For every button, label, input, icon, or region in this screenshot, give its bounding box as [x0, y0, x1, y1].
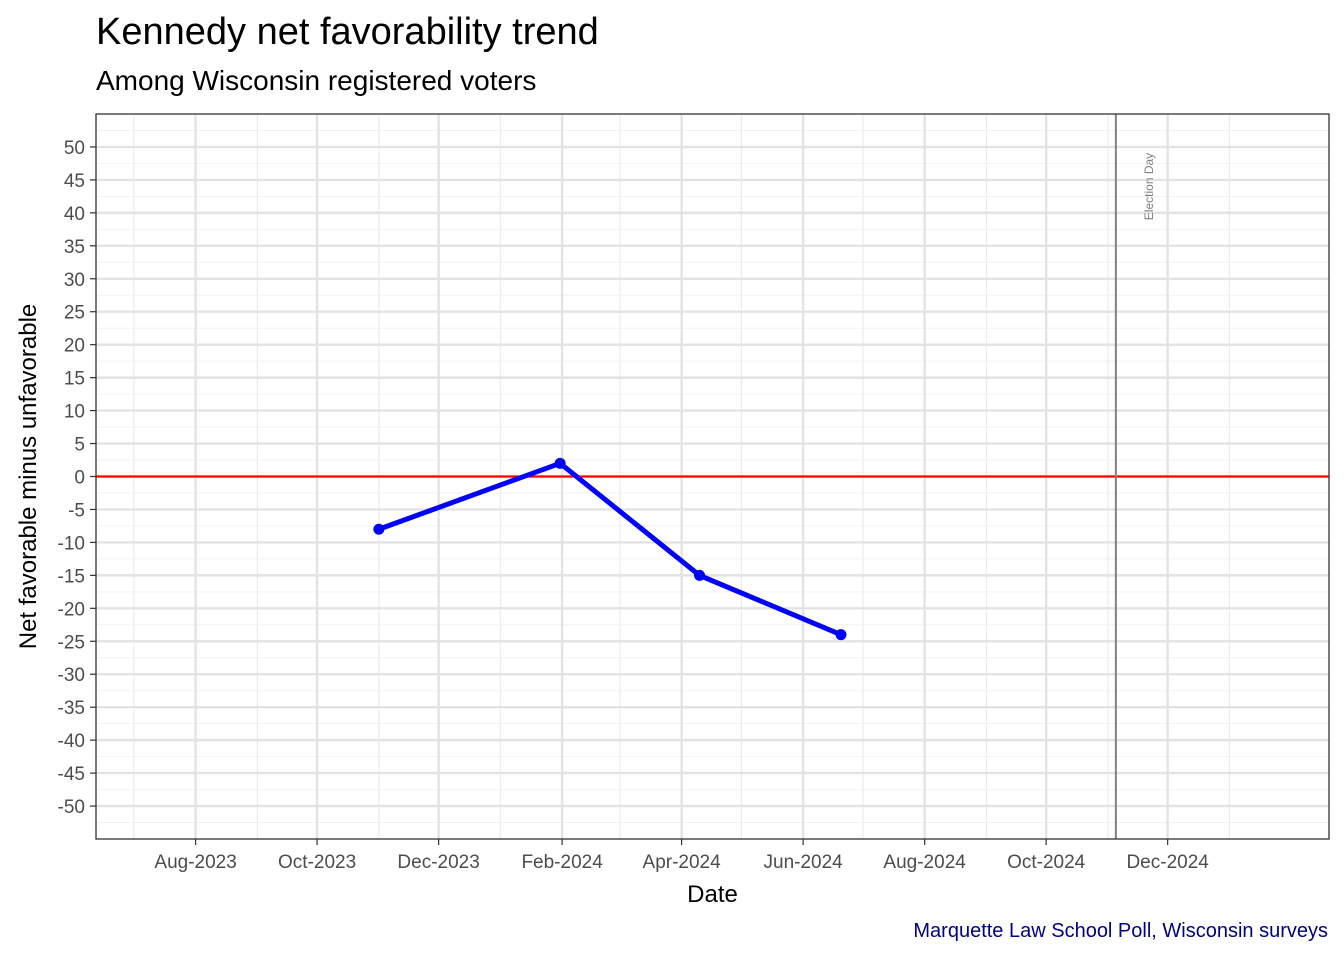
data-point	[373, 523, 385, 535]
x-tick-label: Dec-2023	[397, 852, 479, 873]
data-point	[554, 457, 566, 469]
y-tick-label: -50	[58, 797, 85, 818]
y-tick-label: 50	[64, 138, 85, 159]
x-tick-label: Oct-2024	[1007, 852, 1086, 873]
y-tick-label: -15	[58, 566, 85, 587]
y-axis: 50454035302520151050-5-10-15-20-25-30-35…	[58, 138, 96, 818]
y-tick-label: 0	[74, 468, 85, 489]
x-tick-label: Aug-2023	[154, 852, 236, 873]
x-axis: Aug-2023 Oct-2023 Dec-2023 Feb-2024 Apr-2024…	[154, 839, 1209, 873]
y-tick-label: 35	[64, 237, 85, 258]
y-tick-label: 25	[64, 303, 85, 324]
y-tick-label: -30	[58, 665, 85, 686]
y-tick-label: 15	[64, 369, 85, 390]
y-axis-title: Net favorable minus unfavorable	[15, 304, 42, 650]
y-tick-label: -20	[58, 599, 85, 620]
y-tick-label: -45	[58, 764, 85, 785]
x-axis-title: Date	[687, 881, 738, 908]
y-tick-label: 40	[64, 204, 85, 225]
data-point	[694, 569, 706, 581]
y-tick-label: 20	[64, 336, 85, 357]
election-day-label: Election Day	[1142, 153, 1156, 220]
y-tick-label: -25	[58, 632, 85, 653]
chart-title: Kennedy net favorability trend	[96, 11, 599, 53]
x-tick-label: Apr-2024	[643, 852, 722, 873]
y-tick-label: 45	[64, 171, 85, 192]
y-tick-label: -35	[58, 698, 85, 719]
y-tick-label: -10	[58, 533, 85, 554]
data-point	[835, 629, 847, 641]
y-tick-label: 30	[64, 270, 85, 291]
reference-lines: Election Day	[96, 114, 1329, 839]
x-tick-label: Feb-2024	[521, 852, 603, 873]
source-caption: Marquette Law School Poll, Wisconsin sur…	[913, 920, 1328, 942]
y-tick-label: 10	[64, 402, 85, 423]
y-tick-label: -40	[58, 731, 85, 752]
y-tick-label: -5	[68, 500, 85, 521]
x-tick-label: Jun-2024	[764, 852, 844, 873]
chart-subtitle: Among Wisconsin registered voters	[96, 65, 537, 96]
x-tick-label: Aug-2024	[883, 852, 966, 873]
x-tick-label: Dec-2024	[1126, 852, 1209, 873]
series-line	[378, 460, 842, 638]
x-tick-label: Oct-2023	[278, 852, 356, 873]
major-grid	[96, 114, 1329, 839]
y-tick-label: 5	[74, 435, 85, 456]
series-layer	[373, 457, 847, 641]
